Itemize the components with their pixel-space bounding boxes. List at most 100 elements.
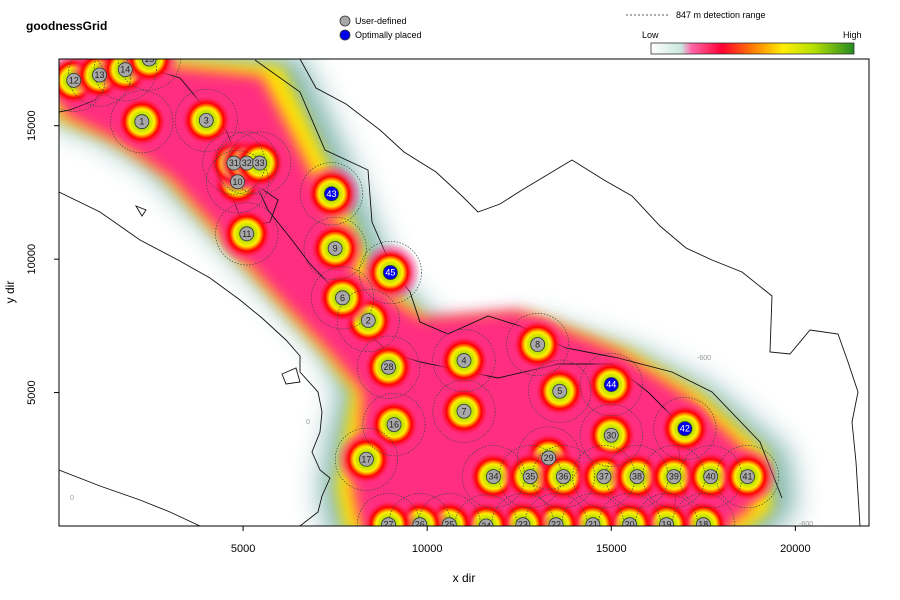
- detection-range-circle: [228, 131, 292, 195]
- user-receiver-marker: [359, 451, 374, 467]
- scale-low-label: Low: [642, 30, 659, 40]
- user-receiver-marker: [530, 337, 546, 352]
- y-axis-title: y dir: [3, 281, 17, 304]
- receiver-label: 14: [120, 65, 130, 75]
- plot-area: -600 -600 0 0 12345678910111213141516171…: [59, 54, 869, 531]
- user-receiver-marker: [522, 469, 538, 485]
- user-receiver-marker: [456, 403, 472, 419]
- user-receiver-marker: [552, 383, 568, 399]
- user-receiver-marker: [141, 59, 157, 67]
- user-receiver-marker: [381, 517, 396, 526]
- receiver-label: 32: [242, 158, 252, 168]
- receiver-label: 12: [69, 75, 79, 85]
- detection-range-circle: [310, 266, 375, 330]
- user-receiver-marker: [360, 313, 376, 328]
- user-receiver-marker: [740, 469, 755, 485]
- detection-range-circle: [579, 403, 643, 467]
- receiver-label: 34: [488, 472, 498, 482]
- user-receiver-marker: [198, 112, 214, 128]
- contour-value-label: -600: [799, 521, 813, 528]
- receiver-label: 3: [204, 115, 209, 125]
- user-receiver-marker: [456, 353, 472, 368]
- receiver-label: 26: [415, 520, 425, 530]
- user-receiver-marker: [548, 517, 564, 526]
- detection-range-circle: [517, 426, 581, 490]
- x-tick-label: 20000: [780, 543, 811, 555]
- coastline: [59, 59, 861, 526]
- contour-value-label: 0: [306, 419, 310, 426]
- user-receiver-marker: [486, 469, 501, 485]
- receiver-label: 18: [698, 520, 708, 530]
- coastline-east: [299, 59, 861, 526]
- receiver-label: 1: [139, 117, 144, 127]
- user-receiver-marker: [412, 517, 428, 526]
- receiver-label: 35: [525, 472, 535, 482]
- receiver-label: 36: [558, 472, 568, 482]
- user-receiver-marker: [596, 469, 612, 485]
- user-receiver-marker: [230, 174, 245, 190]
- scale-high-label: High: [843, 30, 862, 40]
- detection-range-circle: [671, 493, 735, 526]
- receiver-label: 2: [366, 316, 371, 326]
- coastline-southwest: [59, 469, 201, 526]
- user-receiver-marker: [66, 72, 82, 88]
- legend-user-label: User-defined: [355, 16, 407, 26]
- detection-range-circle: [528, 359, 592, 423]
- receiver-label: 33: [255, 158, 265, 168]
- y-tick-label: 15000: [26, 110, 38, 141]
- receiver-hotspot: [119, 59, 180, 89]
- optimal-receiver-marker: [603, 377, 619, 392]
- receiver-label: 44: [606, 380, 616, 390]
- receiver-label: 10: [233, 177, 243, 187]
- receiver-label: 45: [385, 267, 395, 277]
- receiver-label: 41: [742, 472, 752, 482]
- optimal-receiver-marker: [324, 186, 339, 202]
- contour-value-label: 0: [70, 495, 74, 502]
- receiver-label: 15: [144, 54, 154, 64]
- detection-range-circle: [93, 59, 157, 102]
- user-receiver-marker: [556, 469, 571, 485]
- user-receiver-marker: [603, 427, 619, 443]
- user-receiver-marker: [541, 450, 557, 466]
- detection-range-circle: [215, 131, 279, 195]
- detection-range-circle: [67, 59, 132, 107]
- optimal-receiver-marker: [382, 265, 398, 280]
- receiver-label: 25: [444, 520, 454, 530]
- detection-range-circle: [299, 162, 363, 226]
- detection-range-circle: [358, 240, 422, 305]
- coastline-islet: [134, 205, 147, 217]
- user-receiver-marker: [622, 517, 638, 526]
- detection-range-circle: [334, 427, 398, 491]
- x-axis-title: x dir: [453, 571, 476, 585]
- detection-range-circle: [432, 329, 496, 393]
- user-receiver-marker: [327, 241, 343, 256]
- x-tick-label: 5000: [231, 543, 255, 555]
- detection-range-circle: [579, 353, 643, 417]
- user-receiver-marker: [335, 290, 350, 306]
- user-receiver-marker: [441, 517, 457, 526]
- user-receiver-marker: [585, 517, 601, 526]
- user-receiver-marker: [92, 67, 107, 83]
- user-receiver-marker: [117, 62, 133, 78]
- user-receiver-marker: [515, 517, 531, 526]
- receiver-label: 6: [340, 293, 345, 303]
- detection-range-circle: [174, 88, 238, 152]
- receiver-label: 19: [661, 520, 671, 530]
- x-tick-label: 10000: [412, 543, 443, 555]
- receiver-label: 9: [333, 243, 338, 253]
- receiver-label: 24: [481, 521, 491, 531]
- user-receiver-marker: [239, 226, 255, 242]
- coastline-island: [281, 367, 301, 385]
- detection-range-circle: [715, 445, 780, 509]
- plot-title: goodnessGrid: [26, 19, 107, 33]
- detection-range-circle: [110, 90, 174, 154]
- receiver-label: 43: [326, 189, 336, 199]
- user-receiver-marker: [666, 469, 682, 485]
- detection-range-circle: [506, 313, 570, 377]
- receiver-label: 27: [384, 520, 394, 530]
- user-receiver-marker: [386, 417, 402, 432]
- detection-range-circle: [117, 59, 181, 91]
- receiver-label: 23: [518, 520, 528, 530]
- receiver-label: 16: [389, 420, 399, 430]
- receiver-markers: 1234567891011121314151617181920212223242…: [66, 54, 755, 531]
